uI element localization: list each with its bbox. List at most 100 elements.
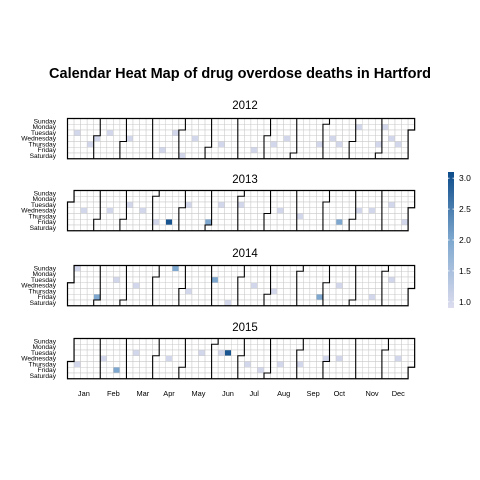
day-cell [152,299,160,306]
day-cell [178,344,186,351]
day-cell [67,224,75,231]
day-cell [342,207,350,214]
day-cell [93,355,101,362]
day-cell [86,355,94,362]
day-cell [244,367,252,374]
day-cell [132,265,140,272]
day-cell [335,219,343,226]
day-cell [283,207,291,214]
weekday-label: Wednesday [21,283,56,290]
day-cell [237,338,245,345]
day-cell [185,271,193,278]
month-boundary [178,338,186,379]
day-cell [257,282,265,289]
day-cell [303,288,311,295]
day-cell [73,190,81,197]
day-cell [329,344,337,351]
day-cell [119,372,127,379]
day-cell [119,299,127,306]
day-cell [93,338,101,345]
day-cell [362,141,370,148]
day-cell [211,213,219,220]
day-cell [211,265,219,272]
day-cell [250,152,258,159]
day-cell [139,129,147,136]
day-cell [191,124,199,131]
weekday-label: Wednesday [21,136,56,143]
day-cell [322,276,330,283]
day-cell [335,355,343,362]
day-cell [106,196,114,203]
day-cell [100,152,108,159]
day-cell [303,282,311,289]
day-cell [316,271,324,278]
day-cell [191,276,199,283]
day-cell [198,213,206,220]
day-cell [165,288,173,295]
day-cell [335,349,343,356]
day-cell [106,299,114,306]
day-cell [237,349,245,356]
day-cell [381,355,389,362]
day-cell [100,294,108,301]
day-cell [263,294,271,301]
day-cell [348,124,356,131]
day-cell [73,349,81,356]
day-cell [237,276,245,283]
day-cell [67,201,75,208]
day-cell [401,294,409,301]
day-cell [309,213,317,220]
day-cell [158,294,166,301]
day-cell [244,338,252,345]
day-cell [329,288,337,295]
weekday-label: Saturday [30,153,57,160]
day-cell [80,224,88,231]
day-cell [145,361,153,368]
day-cell [198,129,206,136]
day-cell [100,271,108,278]
day-cell [145,135,153,142]
day-cell [204,219,212,226]
day-cell [86,213,94,220]
day-cell [257,372,265,379]
day-cell [368,124,376,131]
day-cell [217,152,225,159]
day-cell [388,282,396,289]
day-cell [86,147,94,154]
day-cell [73,196,81,203]
day-cell [263,338,271,345]
day-cell [368,219,376,226]
day-cell [289,147,298,154]
day-cell [362,349,370,356]
day-cell [185,118,193,125]
day-cell [178,141,186,148]
day-cell [329,201,337,208]
day-cell [100,224,108,231]
day-cell [113,367,121,374]
day-cell [100,135,108,142]
day-cell [93,265,101,272]
day-cell [388,135,396,142]
day-cell [270,152,278,159]
day-cell [139,367,147,374]
day-cell [322,207,330,214]
day-cell [348,294,356,301]
day-cell [407,282,415,289]
day-cell [198,190,206,197]
day-cell [355,372,363,379]
day-cell [86,129,94,136]
day-cell [217,141,225,148]
day-cell [322,219,330,226]
day-cell [132,201,140,208]
day-cell [257,141,265,148]
day-cell [329,299,337,306]
day-cell [80,190,88,197]
day-cell [355,338,363,345]
day-cell [368,265,376,272]
day-cell [106,213,114,220]
day-cell [217,271,225,278]
day-cell [73,147,81,154]
day-cell [80,349,88,356]
day-cell [139,219,147,226]
day-cell [126,361,134,368]
